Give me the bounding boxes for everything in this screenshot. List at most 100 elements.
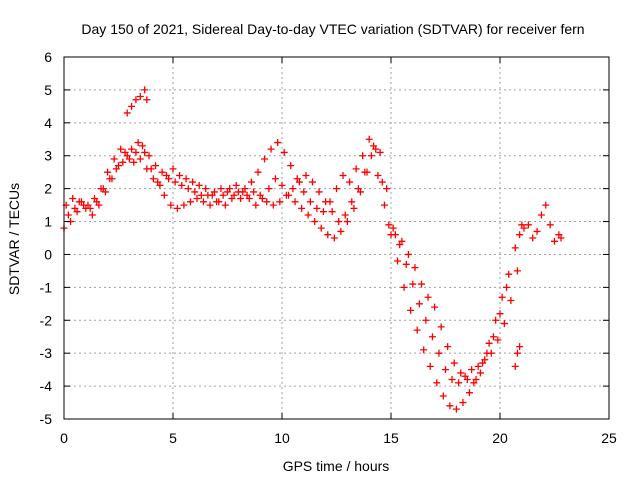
data-point [97, 185, 105, 193]
data-point [483, 349, 491, 357]
y-tick-label: 2 [44, 181, 52, 197]
data-point [328, 208, 336, 216]
data-point [359, 152, 367, 160]
data-point [136, 92, 144, 100]
data-point [411, 264, 419, 272]
data-point [481, 356, 489, 364]
data-point [409, 280, 417, 288]
data-point [356, 188, 364, 196]
data-point [420, 346, 428, 354]
data-point [389, 224, 397, 232]
data-point [152, 162, 160, 170]
data-point [195, 181, 203, 189]
data-point [380, 201, 388, 209]
data-point [343, 218, 351, 226]
data-point [551, 237, 558, 245]
data-point [404, 250, 412, 258]
data-point [413, 326, 421, 334]
data-point [280, 148, 288, 156]
data-point [300, 188, 308, 196]
data-point [313, 204, 321, 212]
data-point [537, 211, 545, 219]
data-point [269, 201, 277, 209]
data-point [254, 168, 262, 176]
data-point [455, 379, 463, 387]
data-point [376, 148, 384, 156]
x-tick-label: 15 [383, 430, 399, 446]
data-point [516, 343, 524, 351]
data-point [189, 178, 197, 186]
y-tick-label: 5 [44, 82, 52, 98]
data-point [431, 303, 439, 311]
data-point [143, 165, 151, 173]
data-layer [60, 86, 565, 413]
data-point [221, 201, 229, 209]
data-point [71, 204, 79, 212]
data-point [115, 162, 122, 170]
data-point [237, 195, 245, 203]
data-point [101, 188, 109, 196]
x-tick-label: 20 [492, 430, 508, 446]
data-point [132, 96, 140, 104]
data-point [267, 145, 275, 153]
data-point [511, 362, 519, 370]
data-point [202, 185, 210, 193]
data-point [317, 224, 325, 232]
data-point [489, 333, 497, 341]
data-point [145, 152, 153, 160]
data-point [350, 204, 358, 212]
data-point [119, 158, 127, 166]
data-point [330, 234, 338, 242]
y-tick-label: -4 [40, 378, 53, 394]
data-point [415, 300, 423, 308]
series-track-5 [516, 201, 565, 245]
data-point [470, 379, 478, 387]
data-point [507, 297, 515, 305]
data-point [439, 392, 447, 400]
series-track-2 [62, 139, 521, 387]
data-point [258, 195, 266, 203]
data-point [191, 188, 199, 196]
y-tick-label: 6 [44, 49, 52, 65]
data-point [291, 198, 299, 206]
data-point [293, 175, 301, 183]
y-tick-label: -5 [40, 411, 53, 427]
data-point [69, 195, 77, 203]
data-point [324, 231, 332, 239]
data-point [302, 171, 310, 179]
data-point [513, 349, 521, 357]
x-axis-label: GPS time / hours [283, 458, 390, 474]
data-point [289, 185, 297, 193]
data-point [182, 175, 190, 183]
data-point [348, 198, 356, 206]
data-point [435, 349, 443, 357]
plot-frame [63, 56, 610, 420]
data-point [463, 376, 471, 384]
data-point [219, 191, 227, 199]
series-track-1 [60, 142, 526, 413]
data-point [418, 280, 426, 288]
y-tick-label: 4 [44, 115, 52, 131]
data-point [200, 198, 208, 206]
data-point [234, 188, 242, 196]
data-point [494, 336, 502, 344]
data-point [128, 102, 136, 110]
data-point [180, 201, 188, 209]
data-point [433, 379, 441, 387]
data-point [276, 198, 284, 206]
data-point [448, 376, 456, 384]
data-point [285, 191, 293, 199]
data-point [557, 234, 565, 242]
x-tick-label: 5 [169, 430, 177, 446]
data-point [513, 267, 521, 275]
x-tick-label: 25 [601, 430, 617, 446]
data-point [228, 195, 236, 203]
data-point [287, 162, 295, 170]
y-tick-label: -3 [40, 345, 53, 361]
data-point [442, 366, 449, 374]
data-point [446, 402, 454, 410]
data-point [128, 145, 136, 153]
data-point [141, 86, 149, 94]
data-point [407, 306, 415, 314]
